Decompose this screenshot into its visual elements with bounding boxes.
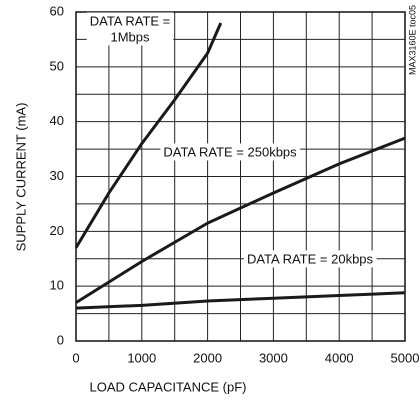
annotation-text: DATA RATE = bbox=[90, 13, 171, 28]
series-line bbox=[74, 22, 223, 249]
annotation-bg bbox=[160, 143, 301, 161]
annotation: DATA RATE =1Mbps bbox=[86, 12, 174, 46]
annotation-bg bbox=[243, 250, 377, 268]
y-axis-label: SUPPLY CURRENT (mA) bbox=[13, 103, 28, 252]
y-tick-label: 40 bbox=[50, 113, 64, 128]
y-tick-label: 10 bbox=[50, 278, 64, 293]
y-tick-label: 20 bbox=[50, 223, 64, 238]
series-line bbox=[75, 136, 406, 304]
x-tick-label: 3000 bbox=[259, 350, 288, 365]
annotation-text: 1Mbps bbox=[110, 29, 150, 44]
x-tick-label: 4000 bbox=[325, 350, 354, 365]
x-tick-label: 1000 bbox=[127, 350, 156, 365]
x-tick-label: 2000 bbox=[193, 350, 222, 365]
x-tick-label: 5000 bbox=[391, 350, 420, 365]
annotation-text: DATA RATE = 20kbps bbox=[247, 251, 374, 266]
figure-id: MAX3160E toc05 bbox=[407, 5, 417, 75]
y-tick-label: 30 bbox=[50, 168, 64, 183]
annotation: DATA RATE = 20kbps bbox=[243, 250, 377, 268]
annotation: DATA RATE = 250kbps bbox=[160, 143, 301, 161]
annotation-text: DATA RATE = 250kbps bbox=[163, 144, 297, 159]
y-tick-label: 60 bbox=[50, 3, 64, 18]
series-line bbox=[75, 291, 406, 310]
x-axis-label: LOAD CAPACITANCE (pF) bbox=[90, 379, 247, 394]
x-tick-label: 0 bbox=[72, 350, 79, 365]
y-tick-label: 0 bbox=[57, 332, 64, 347]
annotation-bg bbox=[86, 12, 174, 46]
plot-frame bbox=[75, 11, 406, 342]
y-tick-label: 50 bbox=[50, 58, 64, 73]
